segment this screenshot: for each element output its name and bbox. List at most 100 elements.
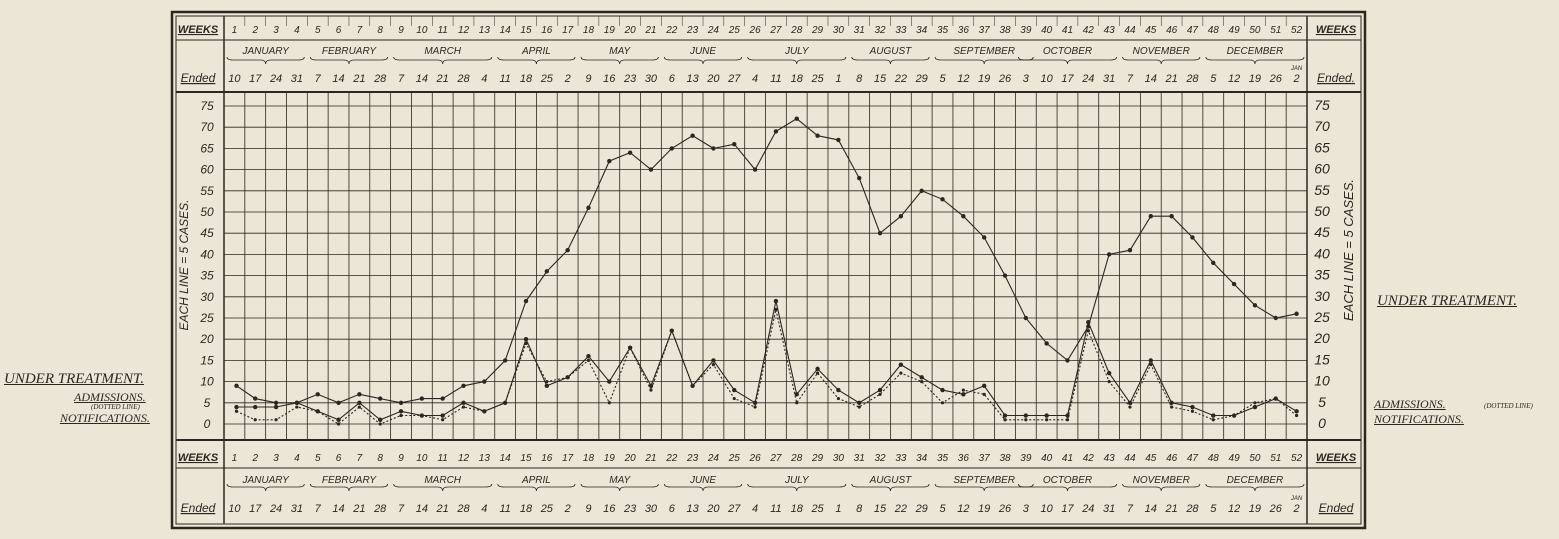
week-ended-date: 14	[332, 503, 344, 515]
y-tick-right: 30	[1314, 288, 1330, 304]
data-point	[773, 129, 779, 134]
week-number: 26	[749, 453, 762, 464]
week-ended-date: 23	[623, 73, 637, 85]
month-brace	[1122, 56, 1201, 65]
week-ended-date: 21	[436, 503, 449, 515]
week-number: 16	[541, 25, 553, 36]
weeks-label-right: WEEKS	[1316, 24, 1357, 36]
week-number: 50	[1249, 453, 1261, 464]
week-number: 2	[251, 25, 258, 36]
week-number: 37	[979, 453, 991, 464]
week-number: 24	[707, 25, 720, 36]
data-point	[1149, 363, 1153, 367]
week-number: 25	[728, 453, 741, 464]
week-number: 40	[1041, 453, 1053, 464]
data-point	[482, 379, 487, 384]
week-number: 37	[979, 25, 991, 36]
data-point	[961, 392, 966, 397]
week-number: 20	[624, 453, 637, 464]
data-point	[357, 392, 362, 397]
inner-border	[175, 15, 1362, 525]
week-ended-date: 5	[1210, 503, 1217, 515]
week-number: 12	[458, 25, 470, 36]
week-ended-date: 21	[436, 73, 449, 85]
week-ended-date: 12	[957, 503, 969, 515]
month-label: AUGUST	[869, 46, 913, 57]
week-number: 36	[958, 453, 970, 464]
month-label: DECEMBER	[1227, 475, 1284, 486]
data-point	[523, 337, 529, 342]
right-notifications-label: NOTIFICATIONS.	[1374, 412, 1464, 426]
week-ended-date: 1	[835, 73, 841, 85]
week-number: 19	[604, 453, 616, 464]
data-point	[1190, 409, 1195, 413]
series-line-0	[236, 118, 1297, 404]
week-ended-date: 25	[540, 73, 554, 85]
data-point	[607, 401, 611, 405]
data-point	[1106, 252, 1112, 257]
week-ended-date: 23	[623, 503, 637, 515]
month-brace	[393, 483, 493, 492]
week-number: 52	[1291, 25, 1303, 36]
data-point	[815, 371, 820, 375]
week-number: 11	[437, 453, 447, 464]
data-point	[836, 137, 841, 143]
month-label: JULY	[784, 475, 810, 486]
y-tick-right: 65	[1314, 139, 1330, 155]
data-point	[919, 188, 924, 193]
data-point	[627, 345, 633, 350]
data-point	[234, 404, 239, 410]
data-point	[877, 231, 883, 236]
week-ended-date: 16	[603, 503, 616, 515]
data-point	[752, 167, 758, 172]
week-ended-date: 26	[998, 503, 1012, 515]
week-ended-date: 4	[481, 503, 487, 515]
week-ended-date: 27	[727, 503, 741, 515]
week-ended-date: 28	[456, 73, 470, 85]
week-ended-date: 4	[752, 73, 758, 85]
data-point	[1024, 418, 1028, 422]
weeks-label: WEEKS	[178, 452, 219, 464]
week-ended-date: 21	[352, 73, 365, 85]
week-ended-date: 20	[706, 503, 720, 515]
data-point	[586, 353, 591, 359]
week-number: 35	[937, 25, 949, 36]
week-number: 50	[1249, 25, 1261, 36]
week-number: 16	[541, 453, 553, 464]
data-point	[1044, 341, 1049, 346]
month-brace	[1205, 56, 1305, 65]
y-tick-left: 40	[200, 247, 214, 261]
week-ended-date: 10	[228, 503, 241, 515]
week-ended-date: 28	[1185, 73, 1199, 85]
y-axis-label-left: EACH LINE = 5 CASES.	[177, 199, 191, 330]
week-ended-date: 7	[315, 73, 322, 85]
month-label: APRIL	[521, 46, 551, 57]
data-point	[815, 133, 820, 138]
week-number: 44	[1124, 453, 1136, 464]
data-point	[1294, 409, 1299, 414]
month-brace	[226, 483, 305, 492]
week-ended-date: 18	[791, 73, 804, 85]
data-point	[461, 383, 466, 389]
week-ended-date: 10	[228, 73, 241, 85]
ended-label-right: Ended	[1319, 501, 1354, 515]
week-number: 23	[686, 25, 699, 36]
data-point	[1211, 418, 1215, 422]
week-number: 46	[1166, 453, 1178, 464]
data-point	[1231, 281, 1237, 287]
y-tick-left: 70	[200, 120, 214, 134]
week-ended-date: 18	[791, 503, 804, 515]
series-line-1	[236, 309, 1297, 425]
month-brace	[497, 56, 576, 65]
week-number: 5	[315, 453, 321, 464]
data-point	[1211, 260, 1216, 266]
month-brace	[1122, 483, 1201, 492]
data-point	[315, 409, 320, 414]
data-point	[1044, 413, 1049, 418]
data-point	[877, 387, 883, 393]
left-admissions-label: ADMISSIONS.	[74, 390, 146, 404]
jan-note: JAN	[1290, 496, 1303, 502]
